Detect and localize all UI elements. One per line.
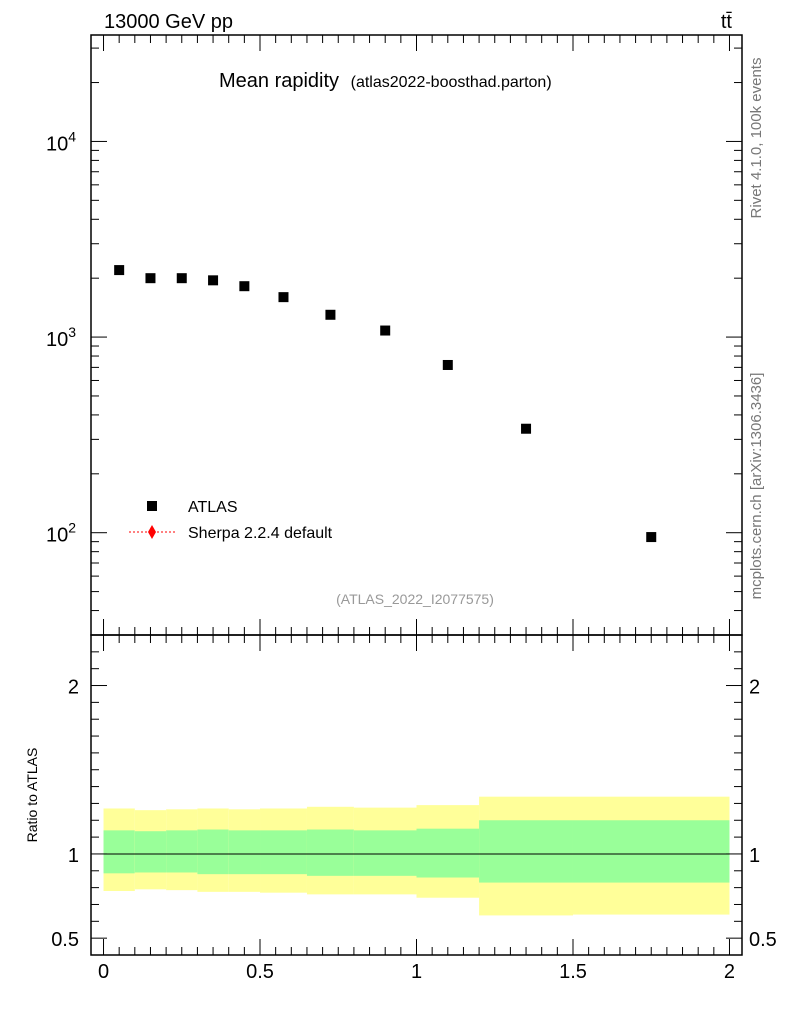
ratio-band-inner [306,829,354,876]
plot-title-main: Mean rapidity [219,70,339,92]
main-y-tick-label-exp: 3 [68,324,76,340]
x-tick-label: 0 [98,961,109,983]
atlas-data-point [114,265,125,276]
atlas-data-point [442,359,453,370]
main-y-tick-label: 104 [46,128,76,155]
main-frame [90,34,743,636]
ratio-band-inner [166,830,198,873]
atlas-data-point [325,309,336,320]
ratio-y-tick-labels-left: 0.5 1 2 [51,677,79,952]
legend-sherpa-marker [148,525,156,539]
ratio-y-tick-label: 2 [749,677,760,699]
legend-atlas-label: ATLAS [188,499,238,516]
plot-title-sub: (atlas2022-boosthad.parton) [351,74,552,91]
ratio-ticks [91,635,742,955]
analysis-watermark: (ATLAS_2022_I2077575) [336,591,494,607]
main-y-tick-label-exp: 4 [68,128,76,144]
x-tick-labels: 0 0.5 1 1.5 2 [98,961,735,983]
main-data-points [114,265,657,543]
main-y-tick-label: 103 [46,324,76,351]
ratio-y-tick-label: 1 [68,845,79,867]
x-tick-label: 1 [411,961,422,983]
main-y-tick-label-base: 10 [46,329,68,351]
side-text-mcplots: mcplots.cern.ch [arXiv:1306.3436] [748,373,765,600]
ratio-y-tick-labels-right: 0.5 1 2 [749,677,777,952]
legend: ATLAS Sherpa 2.2.4 default [129,499,333,542]
ratio-band-inner [479,820,573,883]
header-right: tt̄ [721,11,733,33]
header-left: 13000 GeV pp [104,11,233,33]
ratio-ylabel: Ratio to ATLAS [24,748,40,843]
legend-sherpa-label: Sherpa 2.2.4 default [188,525,333,542]
ratio-band-inner [353,830,417,876]
main-y-tick-label-base: 10 [46,525,68,547]
ratio-band-inner [134,831,167,873]
ratio-band-inner [197,829,229,875]
atlas-data-point [239,281,250,292]
ratio-y-tick-label: 2 [68,677,79,699]
main-y-tick-label: 102 [46,520,76,547]
atlas-data-point [278,292,289,303]
atlas-data-point [208,275,219,286]
main-y-tick-label-base: 10 [46,133,68,155]
ratio-bands [103,796,730,916]
plot-title: Mean rapidity (atlas2022-boosthad.parton… [219,70,552,92]
atlas-data-point [145,273,156,284]
ratio-y-tick-label: 0.5 [749,929,777,951]
ratio-band-inner [228,830,261,875]
x-tick-label: 0.5 [246,961,274,983]
ratio-band-inner [260,830,307,875]
atlas-data-point [176,273,187,284]
atlas-data-point [380,325,391,336]
side-text-rivet: Rivet 4.1.0, 100k events [748,58,765,219]
ratio-band-inner [572,820,730,883]
x-tick-label: 1.5 [559,961,587,983]
atlas-data-point [646,532,657,543]
x-tick-label: 2 [724,961,735,983]
legend-atlas-marker [147,501,157,511]
main-y-tick-label-exp: 2 [68,520,76,536]
ratio-y-tick-label: 0.5 [51,929,79,951]
ratio-panel: 0.5 1 2 0.5 1 2 0 0.5 1 1.5 2 [51,634,777,983]
ratio-y-tick-label: 1 [749,845,760,867]
main-ticks [91,35,742,636]
atlas-data-point [521,423,532,434]
ratio-band-inner [416,828,480,878]
ratio-band-inner [103,830,135,874]
